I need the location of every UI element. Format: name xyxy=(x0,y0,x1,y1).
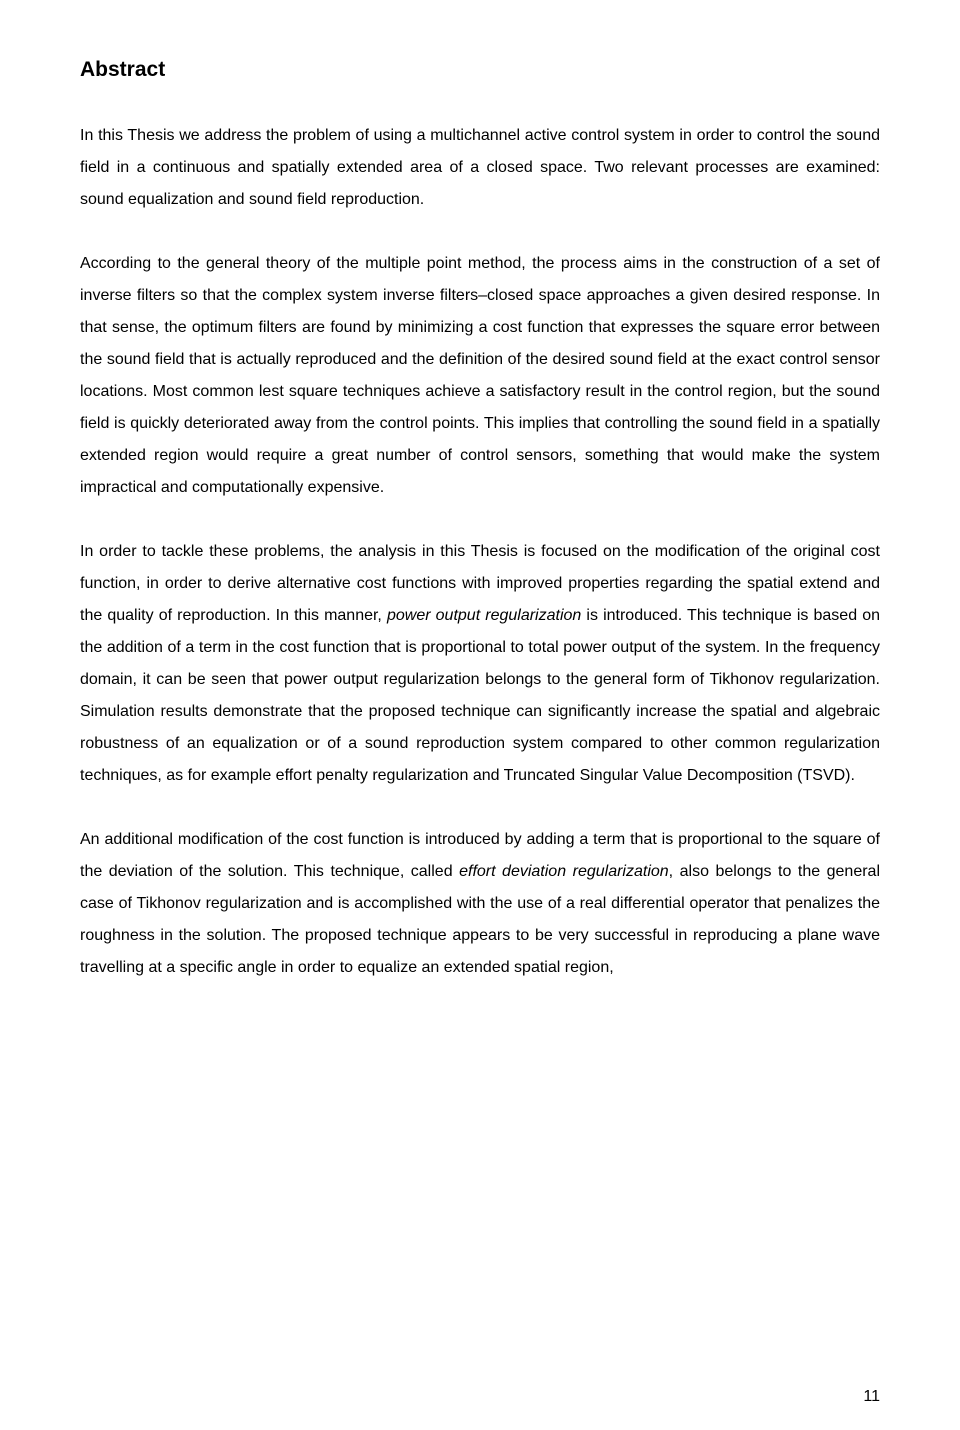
abstract-paragraph-3: In order to tackle these problems, the a… xyxy=(80,536,880,792)
abstract-heading: Abstract xyxy=(80,58,880,82)
abstract-paragraph-2: According to the general theory of the m… xyxy=(80,248,880,504)
p3-emphasis-power-output-regularization: power output regularization xyxy=(387,607,581,624)
p4-emphasis-effort-deviation-regularization: effort deviation regularization xyxy=(459,863,669,880)
page-number: 11 xyxy=(863,1388,880,1406)
abstract-paragraph-1: In this Thesis we address the problem of… xyxy=(80,120,880,216)
p3-text-post: is introduced. This technique is based o… xyxy=(80,607,880,784)
abstract-paragraph-4: An additional modification of the cost f… xyxy=(80,824,880,984)
document-page: Abstract In this Thesis we address the p… xyxy=(0,0,960,1430)
